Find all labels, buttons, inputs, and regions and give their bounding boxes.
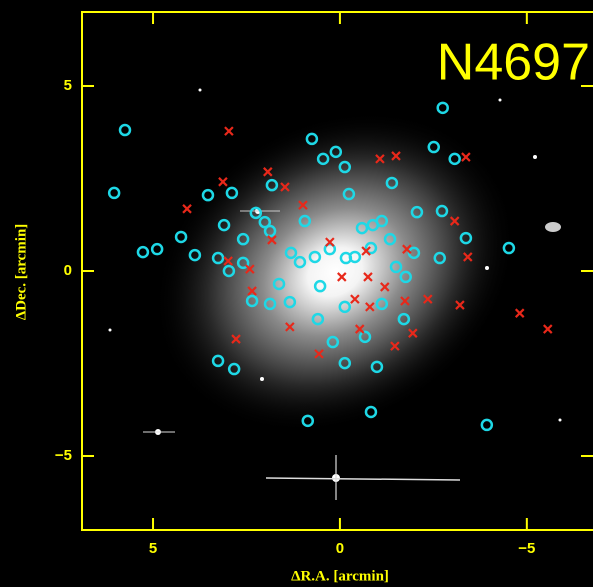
chart-title: N4697 bbox=[437, 34, 590, 92]
y-tick-label: 0 bbox=[64, 262, 72, 279]
x-tick-label: −5 bbox=[518, 540, 535, 557]
x-axis-label: ΔR.A. [arcmin] bbox=[291, 568, 389, 584]
x-tick-label: 5 bbox=[149, 540, 157, 557]
x-tick-label: 0 bbox=[336, 540, 344, 557]
y-tick-label: 5 bbox=[64, 77, 72, 94]
chart: N4697 ΔR.A. [arcmin] ΔDec. [arcmin] 5 0 −5… bbox=[0, 0, 593, 587]
y-tick-label: −5 bbox=[55, 447, 72, 464]
y-axis-label: ΔDec. [arcmin] bbox=[13, 224, 29, 321]
